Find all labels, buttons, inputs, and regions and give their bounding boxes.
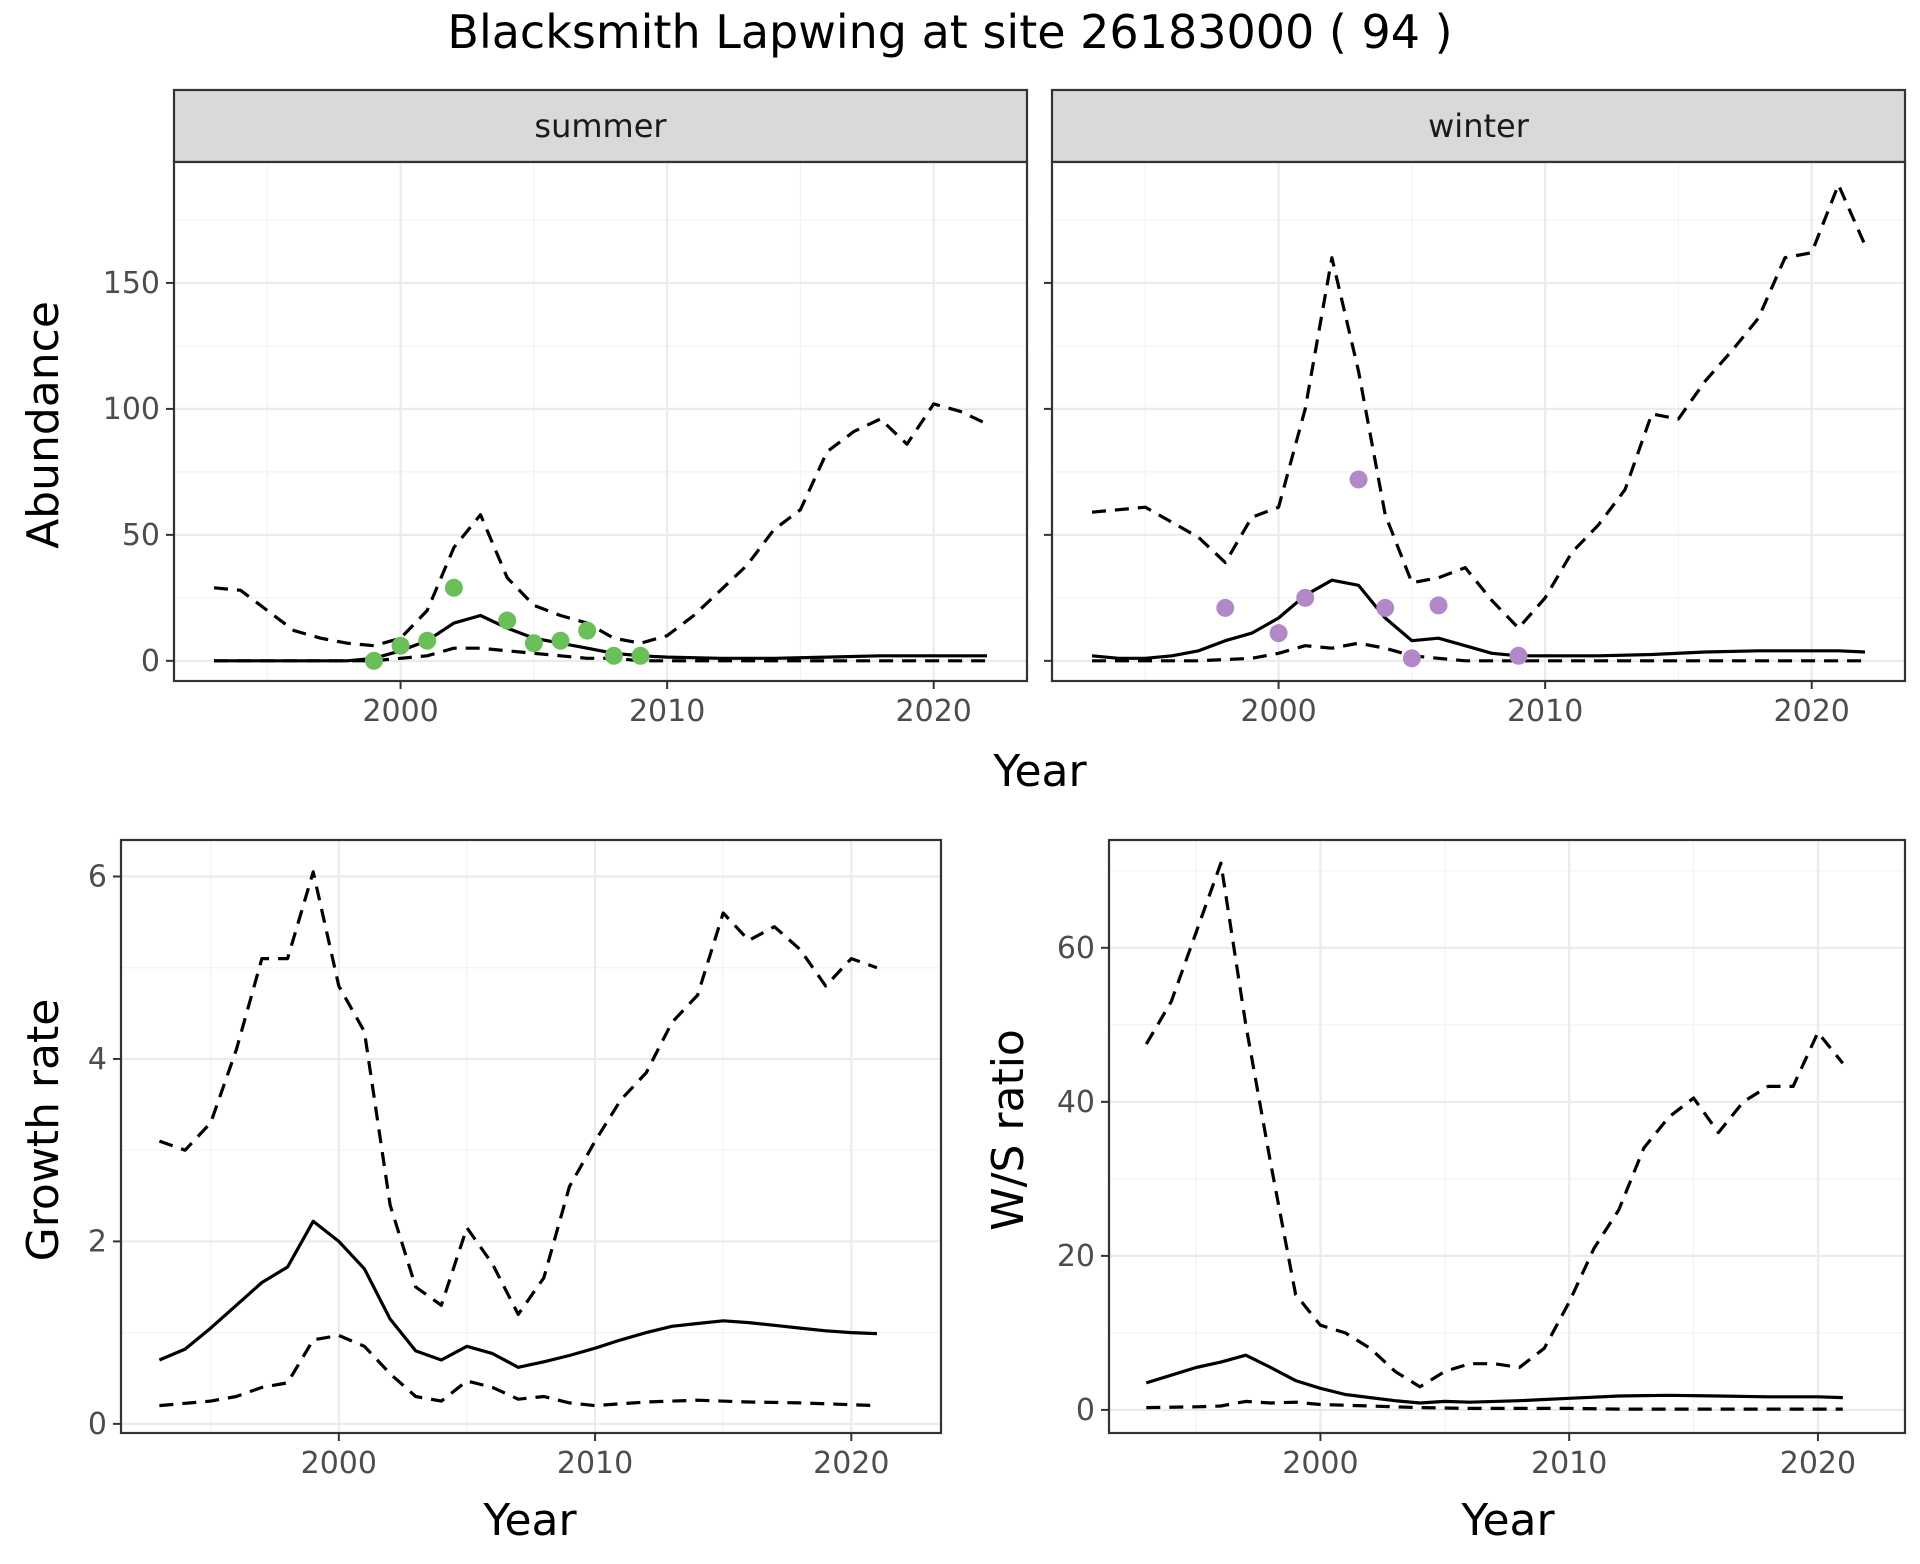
y-tick-label: 20 <box>1057 1239 1095 1274</box>
series-line-lower-growth <box>159 1333 877 1408</box>
x-tick-label: 2020 <box>896 694 972 729</box>
ratio-x-axis-title: Year <box>1460 1495 1555 1546</box>
x-tick-label: 2010 <box>1507 694 1583 729</box>
data-point-winter <box>1349 470 1368 489</box>
plot-background <box>1109 840 1905 1433</box>
strip-background <box>1050 88 1907 164</box>
top-y-axis-title: Abundance <box>18 301 69 549</box>
panel-border <box>172 160 1029 683</box>
data-point-winter <box>1216 598 1235 617</box>
series-line-upper-growth <box>158 870 878 1317</box>
y-tick-label: 100 <box>103 392 160 427</box>
series-line-upper-winter <box>1091 183 1867 630</box>
series-line-lower-ratio <box>1146 1399 1843 1411</box>
x-tick-label: 2010 <box>557 1446 633 1481</box>
series-line-mean-ratio <box>1145 1353 1843 1405</box>
x-tick-label: 2020 <box>1780 1446 1856 1481</box>
series-line-upper-summer <box>213 402 988 648</box>
x-tick-label: 2010 <box>1531 1446 1607 1481</box>
x-tick-label: 2020 <box>813 1446 889 1481</box>
plot-background <box>1052 162 1905 681</box>
data-point-winter <box>1296 588 1315 607</box>
data-point-summer <box>604 646 623 665</box>
series-line-mean-growth <box>158 1219 877 1369</box>
strip-background <box>172 88 1029 164</box>
y-tick-label: 0 <box>88 1407 107 1442</box>
data-point-summer <box>578 621 597 640</box>
strip-label-winter: winter <box>1428 107 1530 145</box>
panel-border <box>119 838 943 1435</box>
y-tick-label: 0 <box>1076 1393 1095 1428</box>
ratio-y-axis-title: W/S ratio <box>983 1029 1034 1231</box>
y-tick-label: 40 <box>1057 1085 1095 1120</box>
data-point-summer <box>364 651 383 670</box>
y-tick-label: 150 <box>103 266 160 301</box>
data-point-summer <box>631 646 650 665</box>
x-tick-label: 2000 <box>1240 694 1316 729</box>
y-tick-label: 2 <box>88 1224 107 1259</box>
data-point-winter <box>1509 646 1528 665</box>
panel-winter: 2000 2010 2020 <box>1044 160 1907 729</box>
y-tick-label: 50 <box>122 518 160 553</box>
series-line-lower-winter <box>1092 641 1865 663</box>
x-tick-label: 2000 <box>301 1446 377 1481</box>
data-point-summer <box>524 634 543 653</box>
plot-background <box>174 162 1027 681</box>
growth-y-axis-title: Growth rate <box>18 999 69 1262</box>
strip-label-summer: summer <box>534 107 667 145</box>
y-tick-label: 60 <box>1057 931 1095 966</box>
growth-x-axis-title: Year <box>482 1495 577 1546</box>
y-tick-label: 4 <box>88 1042 107 1077</box>
data-point-summer <box>391 636 410 655</box>
data-point-winter <box>1429 596 1448 615</box>
y-tick-label: 0 <box>141 644 160 679</box>
data-point-winter <box>1269 624 1288 643</box>
data-point-summer <box>551 631 570 650</box>
panel-border <box>1107 838 1907 1435</box>
facet-summer-strip: summer <box>172 88 1029 164</box>
plot-background <box>121 840 941 1433</box>
panel-growth-rate: 0 2 4 6 2000 2010 2020 <box>88 838 943 1481</box>
top-x-axis-title: Year <box>992 746 1087 797</box>
facet-winter-strip: winter <box>1050 88 1907 164</box>
data-point-winter <box>1402 649 1421 668</box>
panel-summer: 0 50 100 150 2000 2010 2020 <box>103 160 1029 729</box>
x-tick-label: 2000 <box>362 694 438 729</box>
data-point-summer <box>444 578 463 597</box>
chart-title: Blacksmith Lapwing at site 26183000 ( 94… <box>447 5 1452 59</box>
data-point-summer <box>418 631 437 650</box>
panel-ws-ratio: 0 20 40 60 2000 2010 2020 <box>1057 838 1907 1481</box>
series-line-mean-winter <box>1091 578 1866 660</box>
x-tick-label: 2020 <box>1774 694 1850 729</box>
y-tick-label: 6 <box>88 859 107 894</box>
x-tick-label: 2010 <box>629 694 705 729</box>
panel-border <box>1050 160 1907 683</box>
data-point-winter <box>1376 598 1395 617</box>
x-tick-label: 2000 <box>1282 1446 1358 1481</box>
data-point-summer <box>498 611 517 630</box>
